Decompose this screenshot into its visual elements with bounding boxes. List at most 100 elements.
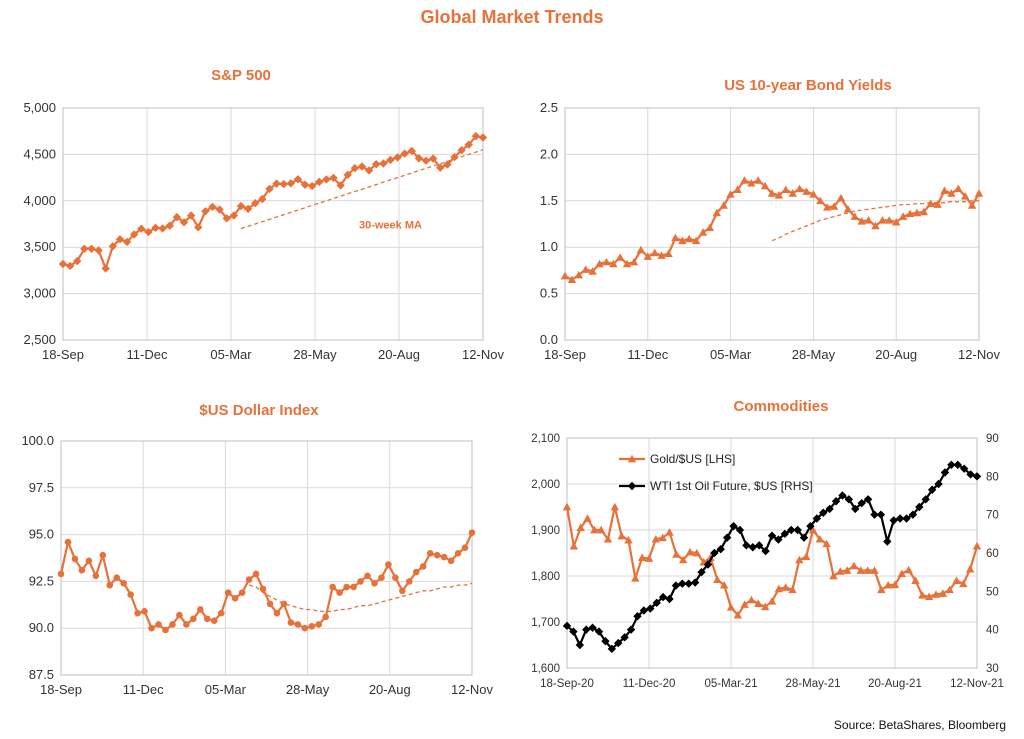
legend-entry: WTI 1st Oil Future, $US [RHS] [650, 479, 813, 493]
data-point [71, 555, 79, 563]
data-point [616, 253, 625, 261]
x-tick-label: 11-Dec [123, 682, 164, 697]
y-tick-label: 4,000 [23, 193, 56, 208]
data-point [426, 550, 434, 557]
data-point [350, 583, 357, 591]
data-point [889, 516, 898, 525]
data-point [85, 557, 93, 565]
data-point [883, 581, 893, 589]
data-point [825, 504, 834, 514]
data-point [636, 245, 646, 254]
data-point [754, 176, 763, 184]
data-point [836, 567, 845, 575]
y-tick-label: 1,600 [531, 663, 560, 675]
data-point [883, 537, 892, 546]
y-tick-label: 1,800 [531, 571, 560, 583]
data-point [419, 563, 427, 570]
data-point [747, 178, 756, 187]
data-point [952, 576, 961, 584]
data-point [614, 638, 623, 648]
data-point [251, 199, 260, 208]
data-point [967, 201, 977, 209]
data-point [735, 525, 745, 535]
data-point [58, 259, 68, 269]
data-point [576, 523, 585, 532]
data-point [809, 190, 818, 198]
data-point [583, 514, 592, 522]
data-point [461, 544, 469, 552]
data-point [685, 547, 695, 556]
data-point [864, 216, 873, 224]
x-tick-label: 18-Sep [40, 682, 82, 697]
source-note: Source: BetaShares, Bloomberg [833, 718, 1006, 732]
data-point [767, 189, 777, 197]
data-point [795, 555, 804, 564]
data-point [857, 217, 866, 225]
data-point [127, 591, 134, 598]
data-point [454, 550, 462, 557]
data-point [788, 585, 797, 594]
data-point [329, 583, 336, 591]
data-point [399, 587, 406, 595]
data-point [596, 525, 606, 534]
data-point [915, 502, 924, 512]
data-point [357, 162, 367, 171]
data-point [379, 159, 388, 168]
data-point [793, 525, 802, 535]
data-point [407, 146, 417, 156]
data-point [99, 551, 107, 559]
data-point [646, 604, 655, 613]
data-point [412, 568, 420, 576]
chart-commodities: Commodities 1,600 1,700 1,800 1,900 2,000 2,10… [531, 398, 1004, 690]
data-point [652, 598, 661, 608]
data-point [912, 208, 922, 217]
data-point [315, 621, 323, 628]
data-point [856, 566, 866, 574]
data-point [315, 177, 324, 187]
data-point [947, 460, 956, 470]
data-point [631, 574, 640, 582]
data-point [322, 613, 330, 621]
data-point [876, 510, 886, 519]
data-point [931, 590, 941, 598]
data-point [190, 615, 197, 623]
data-point [155, 621, 162, 628]
data-point [343, 583, 350, 591]
data-point [850, 212, 859, 220]
data-point [78, 566, 86, 574]
x-tick-label: 20-Aug-21 [868, 678, 922, 690]
data-point [617, 531, 626, 540]
y-tick-label: 2.0 [540, 146, 558, 161]
data-point [562, 502, 572, 511]
moving-average-line [248, 582, 473, 613]
data-point [113, 574, 121, 581]
data-point [372, 159, 381, 169]
data-point [726, 603, 736, 611]
data-point [581, 265, 590, 273]
data-point [231, 594, 239, 602]
data-point [65, 261, 75, 271]
data-point [562, 621, 572, 631]
data-point [902, 514, 911, 523]
data-point [754, 541, 764, 550]
data-point [774, 584, 784, 593]
y2-tick-label: 70 [986, 510, 999, 522]
data-point [726, 190, 735, 198]
legend-marker [627, 454, 637, 463]
data-point [733, 610, 743, 619]
data-point [364, 166, 374, 175]
data-point [961, 191, 970, 200]
data-point [934, 479, 943, 489]
data-point [217, 609, 225, 617]
data-point [186, 211, 196, 220]
data-point [471, 131, 481, 141]
data-point [601, 636, 610, 646]
data-point [336, 589, 343, 596]
data-point [719, 201, 728, 209]
data-point [637, 553, 647, 561]
x-tick-label: 18-Sep-20 [540, 678, 594, 690]
data-point [665, 594, 674, 604]
data-point [870, 510, 879, 519]
data-point [151, 223, 160, 233]
data-point [691, 236, 701, 245]
